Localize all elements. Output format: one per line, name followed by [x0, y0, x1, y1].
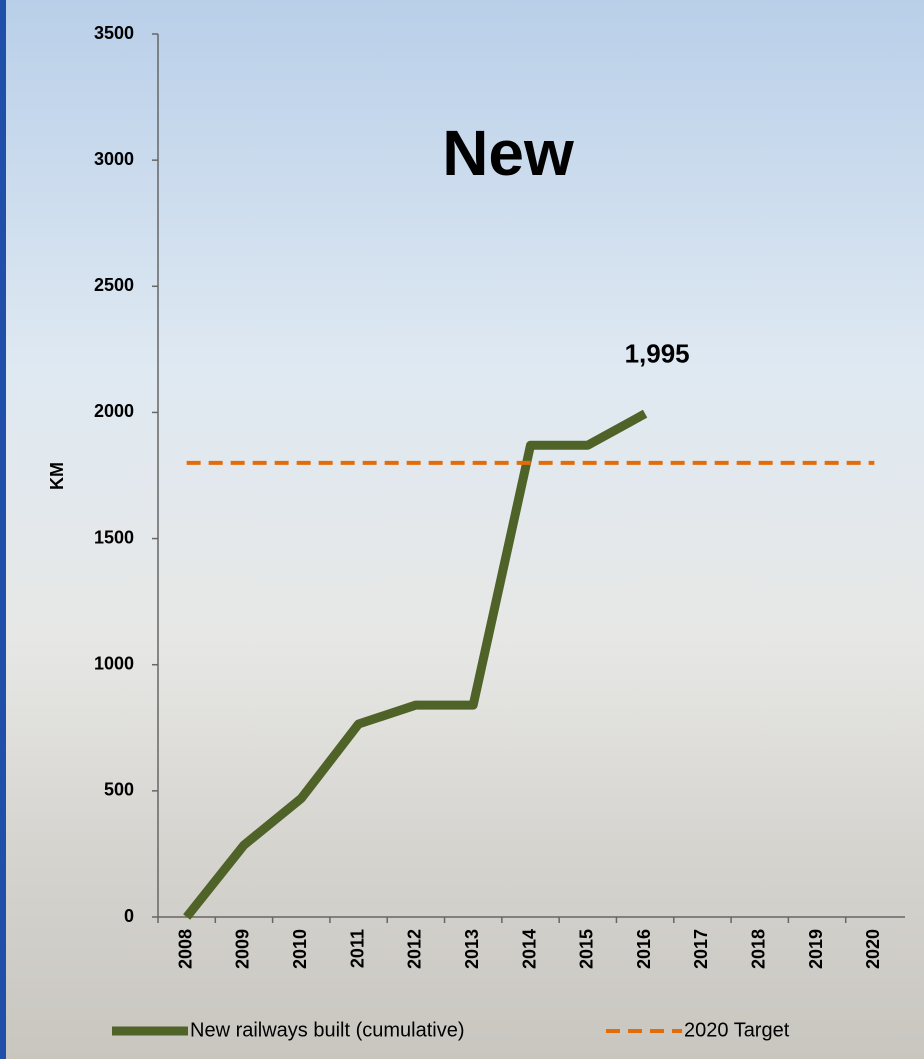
- x-tick-label: 2008: [175, 929, 195, 969]
- chart: New KM 0 500 1000 1500 2000 2500 3000 3500 2008 2…: [0, 0, 924, 1059]
- legend-label: 2020 Target: [684, 1019, 790, 1041]
- y-tick-label: 2500: [94, 275, 134, 295]
- y-tick-label: 1500: [94, 527, 134, 547]
- y-tick-label: 3000: [94, 149, 134, 169]
- x-tick-label: 2009: [233, 929, 253, 969]
- x-tick-label: 2018: [748, 929, 768, 969]
- x-tick-label: 2014: [519, 929, 539, 969]
- x-tick-label: 2017: [691, 929, 711, 969]
- x-tick-label: 2011: [347, 929, 367, 968]
- border: [0, 0, 6, 1059]
- y-tick-label: 1000: [94, 653, 134, 673]
- data-label: 1,995: [625, 339, 690, 369]
- x-tick-label: 2019: [806, 929, 826, 969]
- x-tick-label: 2010: [290, 929, 310, 969]
- x-tick-label: 2016: [634, 929, 654, 969]
- y-tick-label: 500: [104, 780, 134, 800]
- x-tick-label: 2013: [462, 929, 482, 969]
- y-axis-label: KM: [47, 462, 67, 490]
- y-tick-label: 0: [124, 906, 134, 926]
- y-tick-label: 3500: [94, 23, 134, 43]
- x-tick-label: 2012: [405, 929, 425, 969]
- x-tick-label: 2015: [577, 929, 597, 969]
- legend-label: New railways built (cumulative): [190, 1019, 465, 1041]
- chart-title: New: [442, 117, 574, 189]
- y-tick-label: 2000: [94, 401, 134, 421]
- x-tick-label: 2020: [863, 929, 883, 969]
